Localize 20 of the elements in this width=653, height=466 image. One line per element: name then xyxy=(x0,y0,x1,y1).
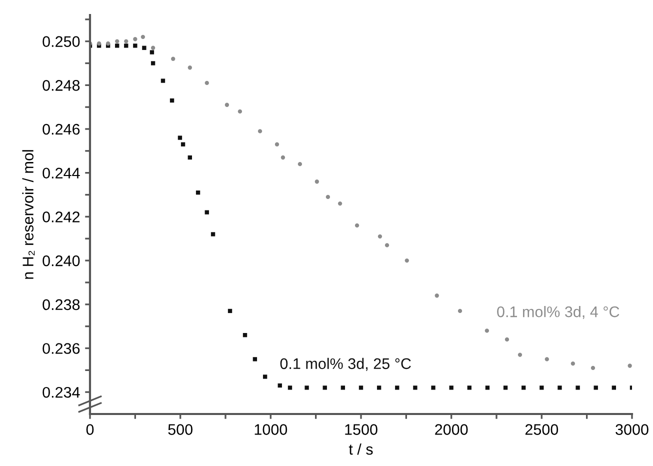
y-tick-label: 0.240 xyxy=(42,255,80,266)
x-tick-label: 500 xyxy=(168,424,192,435)
y-tick-label: 0.246 xyxy=(42,124,80,135)
series-label: 0.1 mol% 3d, 4 °C xyxy=(497,306,620,320)
y-tick-label: 0.238 xyxy=(42,299,80,310)
x-tick-label: 2000 xyxy=(435,424,468,435)
y-tick-label: 0.250 xyxy=(42,36,80,47)
x-tick-label: 0 xyxy=(86,424,94,435)
y-axis-title: n H₂ reservoir / mol xyxy=(22,150,35,279)
series-label: 0.1 mol% 3d, 25 °C xyxy=(280,358,411,371)
y-tick-label: 0.242 xyxy=(42,212,80,222)
x-tick-label: 1500 xyxy=(345,424,378,435)
x-tick-label: 2500 xyxy=(525,424,558,435)
y-tick-label: 0.236 xyxy=(42,343,80,354)
x-tick-label: 1000 xyxy=(254,424,288,435)
y-tick-label: 0.234 xyxy=(42,386,80,398)
y-tick-label: 0.248 xyxy=(42,80,80,91)
y-tick-label: 0.244 xyxy=(42,168,80,179)
x-tick-label: 3000 xyxy=(616,424,648,435)
x-axis-title: t / s xyxy=(348,444,373,455)
